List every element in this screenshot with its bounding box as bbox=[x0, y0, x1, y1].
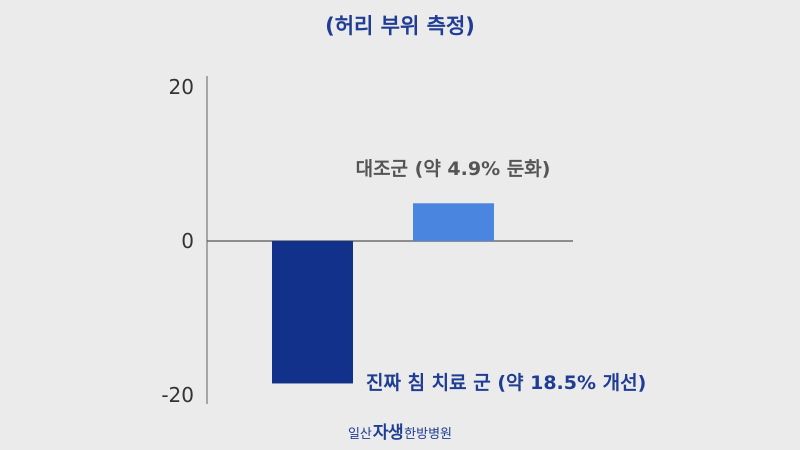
y-tick-label: 20 bbox=[169, 75, 194, 99]
bar-treatment bbox=[272, 241, 353, 384]
brand-main: 자생 bbox=[372, 423, 404, 443]
hospital-logo: 일산자생한방병원 bbox=[0, 418, 800, 443]
bar-control bbox=[413, 203, 494, 241]
y-tick-label: 0 bbox=[181, 229, 194, 253]
data-label-treatment: 진짜 침 치료 군 (약 18.5% 개선) bbox=[366, 372, 646, 394]
chart-title: (허리 부위 측정) bbox=[325, 14, 475, 38]
y-tick-label: -20 bbox=[161, 383, 194, 407]
brand-suffix: 한방병원 bbox=[404, 427, 453, 442]
brand-prefix: 일산 bbox=[347, 427, 372, 442]
data-label-control: 대조군 (약 4.9% 둔화) bbox=[356, 158, 551, 180]
